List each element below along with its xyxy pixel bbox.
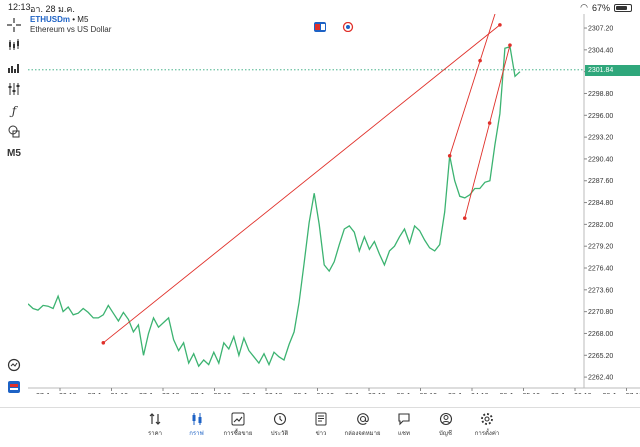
x-tick-label: 28 Jan 04:10 — [448, 393, 489, 394]
search-icon[interactable] — [4, 356, 24, 374]
battery-icon — [614, 3, 632, 12]
y-tick-label: 2273.60 — [588, 287, 613, 294]
x-tick-label: 28 Jan 02:10 — [345, 393, 386, 394]
x-tick-label: 27 Jan 20:10 — [36, 393, 77, 394]
tabbar-divider — [0, 407, 640, 408]
x-tick-label: 28 Jan 00:10 — [242, 393, 283, 394]
chart-svg[interactable]: 2307.202304.402301.602298.802296.002293.… — [28, 14, 640, 394]
price-series-line — [28, 45, 521, 368]
tab-news[interactable]: ข่าว — [302, 408, 340, 444]
y-tick-label: 2265.20 — [588, 353, 613, 360]
y-tick-label: 2279.20 — [588, 244, 613, 251]
x-tick-label: 28 Jan 01:10 — [294, 393, 335, 394]
status-bar: 12:13 อา. 28 ม.ค. ◠ 67% — [0, 0, 640, 14]
tab-label: กล่องจดหมาย — [344, 431, 381, 437]
trendline-anchor — [487, 121, 492, 125]
x-tick-label: 27 Jan 21:10 — [88, 393, 129, 394]
sell-buy-toggle-icon[interactable] — [314, 19, 326, 37]
settings-icon — [479, 412, 495, 426]
tab-settings[interactable]: การตั้งค่า — [468, 408, 506, 444]
tab-label: การตั้งค่า — [474, 431, 500, 437]
trendline-anchor — [447, 154, 452, 158]
x-tick-label: 28 Jan 05:10 — [500, 393, 541, 394]
trade-icon — [230, 412, 246, 426]
function-icon[interactable]: ƒ — [11, 104, 17, 118]
trendline — [449, 14, 496, 156]
account-icon — [438, 412, 454, 426]
y-tick-label: 2262.40 — [588, 375, 613, 382]
left-toolbar: ƒ M5 — [0, 14, 28, 394]
trendline-anchor — [101, 341, 106, 345]
symbol-description: Ethereum vs US Dollar — [30, 25, 112, 34]
symbol-header: ETHUSDm • M5 Ethereum vs US Dollar — [30, 15, 111, 35]
indicators-icon[interactable] — [4, 80, 24, 98]
wifi-icon: ◠ — [580, 2, 588, 12]
y-tick-label: 2307.20 — [588, 26, 613, 33]
trendline-anchor — [478, 58, 482, 63]
y-tick-label: 2290.40 — [588, 156, 613, 163]
tab-label: ข่าว — [315, 431, 327, 437]
symbol-timeframe: • M5 — [72, 15, 89, 24]
news-icon — [313, 412, 329, 426]
tab-chat[interactable]: แชท — [385, 408, 423, 444]
tab-label: บัญชี — [439, 431, 452, 437]
trendline-anchor — [498, 23, 502, 27]
tab-mailbox[interactable]: กล่องจดหมาย — [344, 408, 382, 444]
status-date: อา. 28 ม.ค. — [30, 4, 75, 14]
x-tick-label: 28 Jan 03:10 — [397, 393, 438, 394]
y-tick-label: 2268.00 — [588, 331, 613, 338]
x-tick-label: 27 Jan 22:10 — [139, 393, 180, 394]
y-tick-label: 2276.40 — [588, 266, 613, 273]
alerts-icon[interactable] — [342, 19, 354, 37]
tab-label: ประวัติ — [270, 431, 289, 437]
price-chart[interactable]: 2307.202304.402301.602298.802296.002293.… — [28, 14, 640, 394]
battery-percent: 67% — [591, 2, 610, 13]
chat-icon — [396, 412, 412, 426]
y-tick-label: 2282.00 — [588, 222, 613, 229]
volume-icon[interactable] — [4, 58, 24, 76]
y-tick-label: 2293.20 — [588, 135, 613, 142]
trendline-anchor — [508, 43, 512, 47]
tab-account[interactable]: บัญชี — [427, 408, 465, 444]
y-tick-label: 2304.40 — [588, 47, 613, 54]
tab-label: แชท — [398, 431, 410, 437]
trade-buttons — [314, 19, 354, 37]
y-tick-label: 2296.00 — [588, 113, 613, 120]
y-tick-label: 2298.80 — [588, 91, 613, 98]
objects-icon[interactable] — [4, 122, 24, 140]
trendline — [103, 24, 501, 344]
history-icon — [272, 412, 288, 426]
current-price-tag: 2301.84 — [585, 65, 640, 76]
candles-icon — [189, 412, 205, 426]
trendline — [464, 45, 511, 219]
tab-candles[interactable]: กราฟ — [178, 408, 216, 444]
crosshair-icon[interactable] — [4, 16, 24, 34]
tab-label: การซื้อขาย — [223, 431, 253, 437]
tab-label: กราฟ — [189, 431, 204, 437]
tab-trade[interactable]: การซื้อขาย — [219, 408, 257, 444]
bottom-tab-bar: ราคา กราฟ การซื้อขาย ประวัติ ข่าว กล่องจดหมาย… — [136, 408, 506, 444]
status-time: 12:13 — [8, 2, 31, 12]
mailbox-icon — [355, 412, 371, 426]
chart-type-icon[interactable] — [4, 36, 24, 54]
one-click-trading-icon[interactable] — [4, 378, 24, 396]
y-tick-label: 2287.60 — [588, 178, 613, 185]
y-tick-label: 2270.80 — [588, 309, 613, 316]
x-tick-label: 28 Jan 06:10 — [551, 393, 592, 394]
y-tick-label: 2284.80 — [588, 200, 613, 207]
x-tick-label: 28 Jan 07:10 — [603, 393, 640, 394]
tab-quotes[interactable]: ราคา — [136, 408, 174, 444]
quotes-icon — [147, 412, 163, 426]
tab-label: ราคา — [148, 431, 162, 437]
trendline-anchor — [462, 216, 467, 220]
status-right: ◠ 67% — [580, 2, 632, 13]
x-tick-label: 27 Jan 23:10 — [191, 393, 232, 394]
symbol-name[interactable]: ETHUSDm — [30, 15, 71, 24]
tab-history[interactable]: ประวัติ — [261, 408, 299, 444]
timeframe-label[interactable]: M5 — [7, 147, 21, 159]
